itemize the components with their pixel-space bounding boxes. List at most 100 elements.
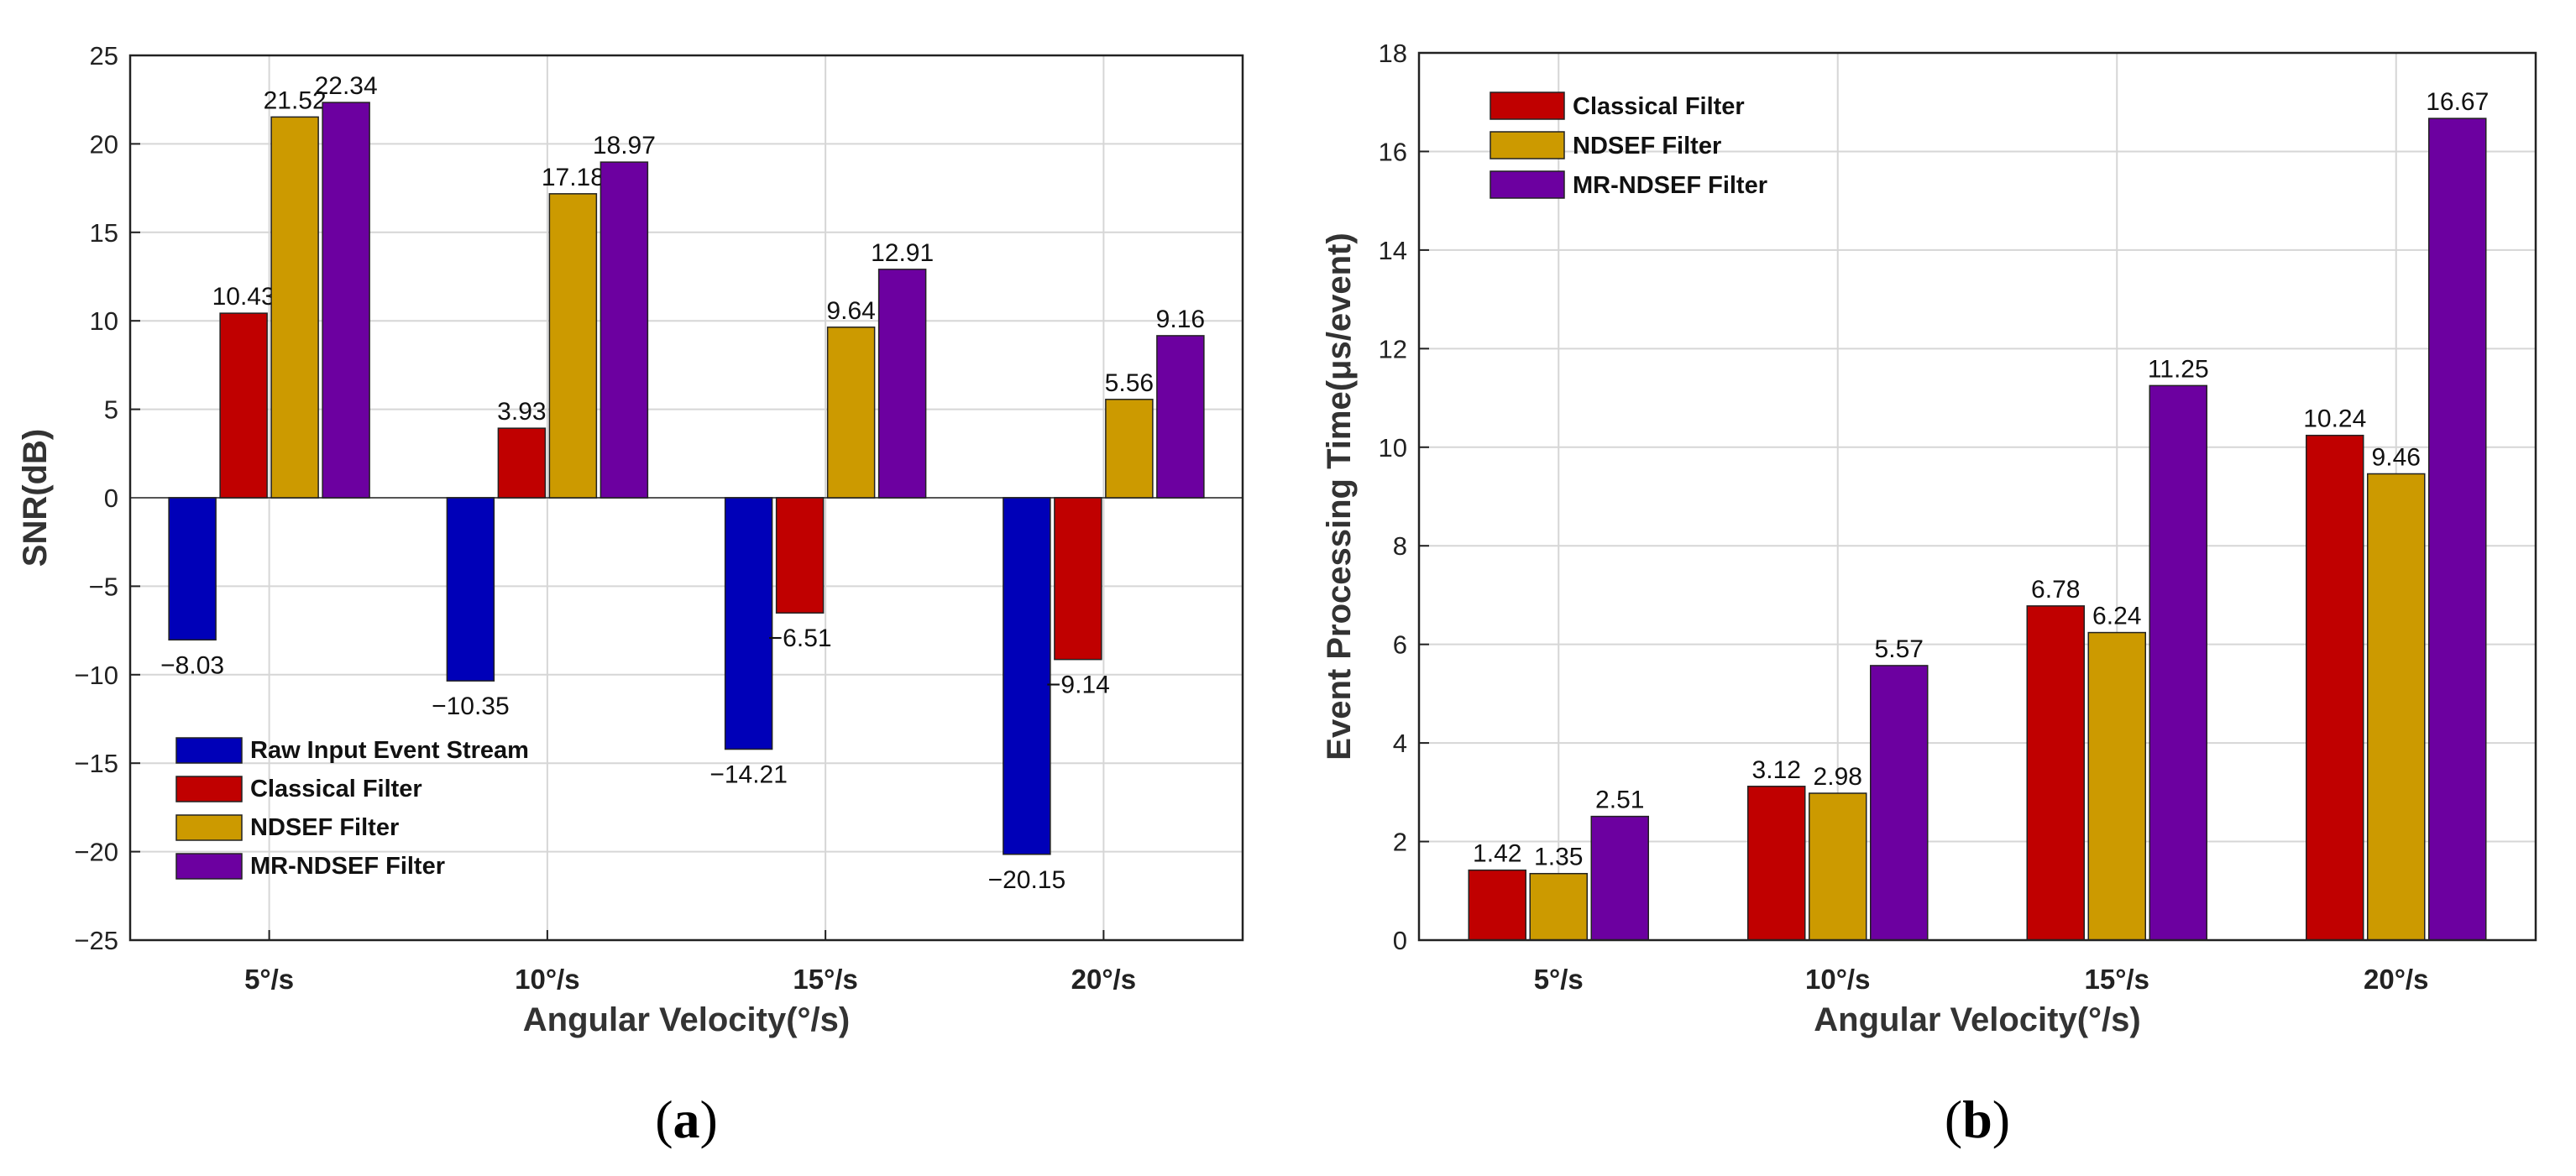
y-tick-label: 0 <box>104 483 118 513</box>
y-tick-label: −20 <box>74 838 118 867</box>
panel-label: (b) <box>1945 1090 2010 1149</box>
data-label: 9.64 <box>826 297 875 325</box>
data-label: 2.51 <box>1595 787 1644 814</box>
bar <box>599 161 649 499</box>
y-tick-label: 2 <box>1393 828 1407 857</box>
bar <box>1870 665 1929 941</box>
legend-swatch <box>175 737 243 764</box>
bar <box>168 497 217 641</box>
bar <box>2306 434 2364 941</box>
axes-frame <box>1417 51 2537 942</box>
bar <box>2428 118 2487 941</box>
bar <box>826 327 876 499</box>
bar <box>1054 497 1102 661</box>
bar <box>1529 872 1588 941</box>
y-tick-label: 4 <box>1393 729 1407 758</box>
x-tick-label: 10°/s <box>1805 964 1870 995</box>
y-tick-label: 5 <box>104 395 118 425</box>
bar <box>270 116 319 499</box>
bar <box>2087 631 2146 941</box>
bar <box>1590 815 1649 941</box>
data-label: −20.15 <box>988 866 1066 894</box>
x-axis-label: Angular Velocity(°/s) <box>1814 1001 2140 1038</box>
data-label: 21.52 <box>264 86 327 114</box>
legend-label: Raw Input Event Stream <box>250 737 529 764</box>
bar <box>446 497 495 682</box>
legend-label: Classical Filter <box>1573 93 1745 120</box>
legend-swatch <box>175 814 243 841</box>
data-label: 5.57 <box>1875 635 1924 663</box>
y-tick-label: 16 <box>1379 137 1407 166</box>
data-label: 17.18 <box>542 164 605 191</box>
bar <box>322 102 370 499</box>
legend-swatch <box>1490 91 1565 120</box>
bar <box>219 312 268 499</box>
bar <box>1003 497 1051 855</box>
y-axis-label: SNR(dB) <box>17 429 54 567</box>
data-label: 3.12 <box>1752 756 1801 784</box>
x-tick-label: 10°/s <box>515 964 579 995</box>
data-label: 11.25 <box>2148 355 2209 383</box>
bar <box>1156 335 1205 499</box>
data-label: 2.98 <box>1814 763 1862 791</box>
bar <box>497 427 547 499</box>
y-tick-label: 14 <box>1379 236 1407 265</box>
data-label: 22.34 <box>315 72 378 100</box>
data-label: −6.51 <box>768 625 832 652</box>
bar <box>877 269 927 499</box>
bar <box>2026 605 2085 941</box>
chart-panel-b: 0 2 4 6 8 10 12 14 16 18 5°/s 10°/s 15°/s 20°/s 1.42 3.… <box>1321 39 2537 1149</box>
data-label: 6.24 <box>2092 603 2141 630</box>
bar <box>2149 384 2207 941</box>
data-label: −14.21 <box>709 761 788 789</box>
data-label: −10.35 <box>432 693 510 720</box>
y-axis-label: Event Processing Time(μs/event) <box>1321 233 1358 760</box>
x-tick-label: 5°/s <box>1534 964 1584 995</box>
data-label: 12.91 <box>871 239 934 267</box>
data-label: −9.14 <box>1046 672 1110 699</box>
y-tick-label: 0 <box>1393 926 1407 955</box>
data-label: −8.03 <box>160 651 224 679</box>
legend-label: NDSEF Filter <box>1573 133 1721 159</box>
legend-label: MR-NDSEF Filter <box>1573 172 1767 199</box>
axes-frame <box>128 54 1244 942</box>
bar <box>2367 473 2426 941</box>
legend-swatch <box>1490 170 1565 199</box>
y-tick-label: 18 <box>1379 39 1407 68</box>
legend-swatch <box>1490 131 1565 159</box>
bar <box>1468 869 1526 941</box>
legend: Classical Filter NDSEF Filter MR-NDSEF Fil… <box>1490 91 1767 199</box>
bar <box>548 193 598 499</box>
data-label: 16.67 <box>2426 88 2489 116</box>
panel-label: (a) <box>655 1090 718 1149</box>
x-tick-label: 5°/s <box>244 964 294 995</box>
legend-swatch <box>175 776 243 802</box>
bar <box>724 497 773 750</box>
x-tick-label: 15°/s <box>2085 964 2149 995</box>
data-label: 18.97 <box>593 132 656 159</box>
y-tick-label: −25 <box>74 926 118 955</box>
data-label: 9.16 <box>1156 306 1205 333</box>
y-tick-label: 20 <box>90 129 118 159</box>
data-label: 3.93 <box>497 398 546 426</box>
x-tick-label: 20°/s <box>2364 964 2428 995</box>
x-tick-label: 20°/s <box>1071 964 1136 995</box>
legend-label: Classical Filter <box>250 776 422 802</box>
y-tick-label: 12 <box>1379 334 1407 363</box>
y-tick-label: 25 <box>90 41 118 71</box>
y-tick-label: 15 <box>90 218 118 248</box>
data-label: 1.42 <box>1473 840 1521 868</box>
y-tick-label: 10 <box>1379 433 1407 463</box>
y-tick-label: −5 <box>89 572 118 601</box>
bar <box>775 497 825 614</box>
data-label: 10.43 <box>212 283 275 311</box>
y-tick-label: 6 <box>1393 630 1407 660</box>
data-label: 10.24 <box>2303 405 2366 433</box>
y-tick-label: 10 <box>90 306 118 336</box>
legend-label: MR-NDSEF Filter <box>250 853 445 880</box>
legend-swatch <box>175 853 243 880</box>
y-tick-label: −10 <box>74 661 118 690</box>
x-axis-label: Angular Velocity(°/s) <box>523 1001 850 1038</box>
legend: Raw Input Event Stream Classical Filter ND… <box>175 737 529 880</box>
